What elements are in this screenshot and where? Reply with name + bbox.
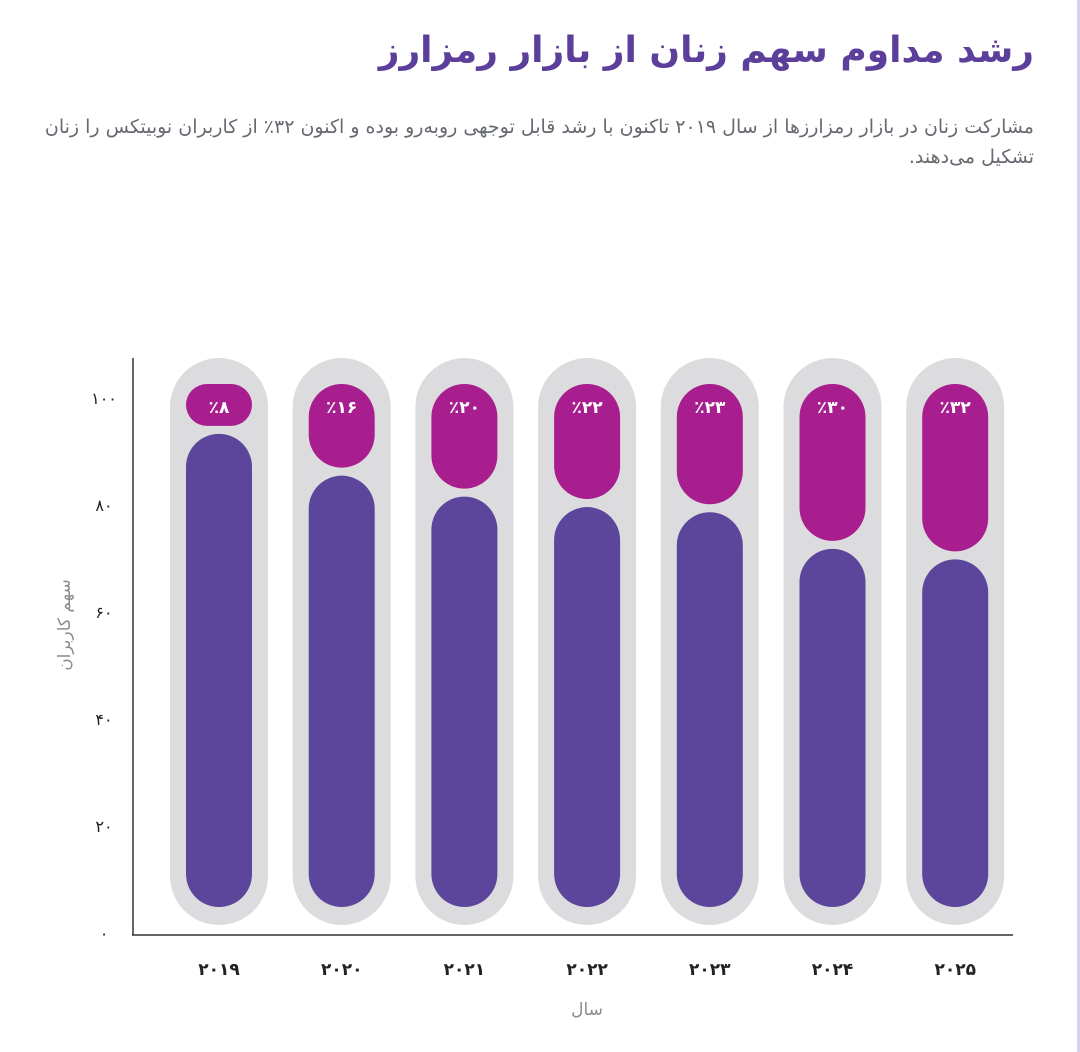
axes: [132, 358, 1013, 936]
bar-other-share: [308, 475, 375, 907]
y-tick-label: ۶۰: [95, 603, 112, 622]
y-tick-label: ۸۰: [95, 496, 112, 515]
page-subtitle: مشارکت زنان در بازار رمزارزها از سال ۲۰۱…: [44, 116, 1034, 168]
bar-women-share: [554, 384, 621, 500]
page-title: رشد مداوم سهم زنان از بازار رمزارز: [378, 30, 1034, 71]
page-edge: [1077, 0, 1080, 1052]
bar-women-share: [799, 384, 866, 541]
x-tick-label: ۲۰۲۵: [934, 960, 976, 980]
bar-women-share: [431, 384, 498, 489]
y-ticks: ۰ ۲۰ ۴۰ ۶۰ ۸۰ ۱۰۰: [91, 389, 117, 943]
x-tick-label: ۲۰۲۳: [689, 960, 731, 980]
bar-data-label: ٪۲۰: [449, 398, 480, 418]
x-tick-label: ۲۰۲۱: [444, 960, 486, 980]
bar-data-label: ٪۲۳: [694, 398, 726, 418]
y-tick-label: ۲۰: [95, 817, 112, 836]
bar-other-share: [922, 559, 989, 907]
x-ticks: ۲۰۱۹ ۲۰۲۰ ۲۰۲۱ ۲۰۲۲ ۲۰۲۳ ۲۰۲۴ ۲۰۲۵: [198, 960, 976, 980]
x-axis-label: سال: [571, 1000, 603, 1020]
bar-labels: ٪۸ ٪۱۶ ٪۲۰ ٪۲۲ ٪۲۳ ٪۳۰ ٪۳۲: [209, 398, 972, 418]
bar-data-label: ٪۳۲: [940, 398, 972, 418]
bar-other-share: [186, 433, 252, 907]
bar-data-label: ٪۳۰: [817, 398, 848, 418]
bar-women-share: [186, 384, 252, 426]
y-axis-label: سهم کاربران: [55, 579, 75, 671]
y-tick-label: ۴۰: [95, 710, 112, 729]
x-tick-label: ۲۰۲۴: [812, 960, 854, 980]
y-tick-label: ۱۰۰: [91, 389, 117, 408]
bar-other-share: [554, 507, 621, 907]
bar-women-share: [676, 384, 743, 505]
bar-data-label: ٪۱۶: [326, 398, 357, 418]
bar-women-share: [922, 384, 989, 552]
bar-women-share: [308, 384, 375, 468]
y-tick-label: ۰: [100, 924, 109, 943]
x-tick-label: ۲۰۱۹: [198, 960, 240, 980]
bar-data-label: ٪۲۲: [572, 398, 604, 418]
x-tick-label: ۲۰۲۲: [566, 960, 608, 980]
bar-other-share: [799, 548, 866, 907]
x-tick-label: ۲۰۲۰: [321, 960, 363, 980]
bar-data-label: ٪۸: [209, 398, 230, 418]
bar-other-share: [676, 512, 743, 907]
bars: [186, 384, 989, 907]
bar-other-share: [431, 496, 498, 907]
